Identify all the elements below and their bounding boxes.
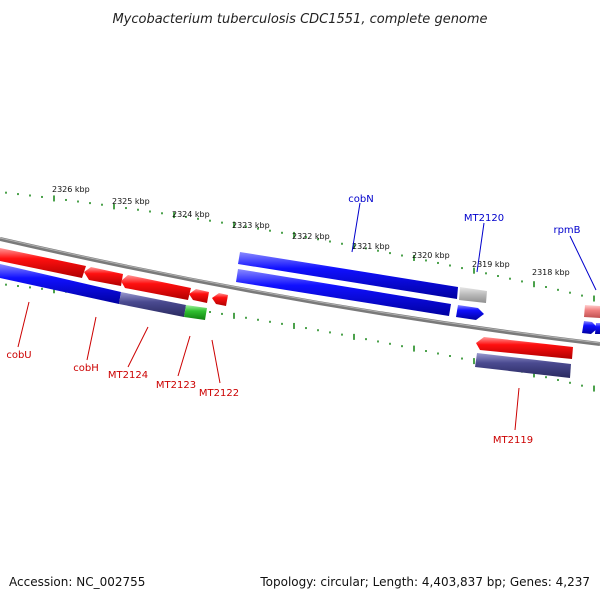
gene-arrow-MT2124-upper[interactable] <box>121 275 191 300</box>
label-MT2123[interactable]: MT2123 <box>156 380 196 391</box>
label-MT2119[interactable]: MT2119 <box>493 435 533 446</box>
topology-summary-text: Topology: circular; Length: 4,403,837 bp… <box>259 575 590 589</box>
gene-bar-MT2119-lower[interactable] <box>475 353 571 378</box>
leader-cobN <box>351 202 361 253</box>
gene-arrow-MT2119-upper[interactable] <box>476 337 573 359</box>
gene-arrow-rpmB2-lower[interactable] <box>595 323 600 334</box>
scale-label-2321: 2321 kbp <box>352 242 390 251</box>
leader-MT2122 <box>211 339 221 384</box>
gene-track-lower <box>0 264 600 378</box>
leader-cobH <box>86 316 97 361</box>
scale-label-2324: 2324 kbp <box>172 210 210 219</box>
gene-arrow-cobH-upper[interactable] <box>84 267 123 286</box>
gene-labels: cobN MT2120 rpmB cobU cobH MT2124 MT2123… <box>6 194 597 446</box>
scale-labels: 2326 kbp 2325 kbp 2324 kbp 2323 kbp 2322… <box>52 185 570 277</box>
label-cobN[interactable]: cobN <box>348 194 373 205</box>
leader-MT2119 <box>514 387 520 431</box>
gene-track-upper <box>0 248 600 359</box>
label-rpmB[interactable]: rpmB <box>553 225 580 236</box>
scale-label-2326: 2326 kbp <box>52 185 90 194</box>
gene-arrow-cobN-lower[interactable] <box>236 269 451 316</box>
map-title: Mycobacterium tuberculosis CDC1551, comp… <box>112 12 487 27</box>
gene-bar-cobU-lower[interactable] <box>0 264 121 304</box>
scale-label-2318: 2318 kbp <box>532 268 570 277</box>
gene-bar-MT2123-lower[interactable] <box>184 305 207 320</box>
gene-bar-MT2124-lower[interactable] <box>119 292 186 317</box>
gene-bar-MT2120-upper[interactable] <box>459 287 487 303</box>
leader-MT2123 <box>177 335 191 377</box>
genome-backbone-highlight <box>0 237 600 344</box>
leader-MT2120 <box>476 222 485 273</box>
label-cobU[interactable]: cobU <box>6 350 31 361</box>
outer-scale-ticks <box>5 191 595 302</box>
gene-arrow-rpmB-lower[interactable] <box>582 321 598 334</box>
genome-backbone <box>0 237 600 346</box>
gene-arrow-cobU-upper[interactable] <box>0 248 86 278</box>
scale-label-2322: 2322 kbp <box>292 232 330 241</box>
gene-arrow-MT2123-upper[interactable] <box>189 289 209 303</box>
leader-rpmB <box>569 235 597 291</box>
scale-label-2323: 2323 kbp <box>232 221 270 230</box>
gene-bar-pink-upper[interactable] <box>584 305 600 318</box>
leader-cobU <box>17 301 30 348</box>
leader-MT2124 <box>127 326 149 368</box>
label-MT2124[interactable]: MT2124 <box>108 370 148 381</box>
scale-label-2319: 2319 kbp <box>472 260 510 269</box>
gene-arrow-MT2122-upper[interactable] <box>212 293 228 306</box>
scale-label-2320: 2320 kbp <box>412 251 450 260</box>
scale-label-2325: 2325 kbp <box>112 197 150 206</box>
label-MT2122[interactable]: MT2122 <box>199 388 239 399</box>
accession-text: Accession: NC_002755 <box>9 575 145 589</box>
gene-arrow-MT2120-lower[interactable] <box>456 305 484 320</box>
gene-bar-cobN-upper[interactable] <box>238 252 458 299</box>
label-cobH[interactable]: cobH <box>73 363 98 374</box>
label-MT2120[interactable]: MT2120 <box>464 213 504 224</box>
